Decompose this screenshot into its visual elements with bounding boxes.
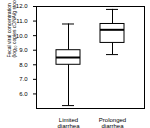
- svg-text:10.0: 10.0: [16, 33, 28, 39]
- svg-text:8.0: 8.0: [19, 62, 28, 68]
- svg-text:6.0: 6.0: [19, 91, 28, 97]
- svg-text:Prolongeddiarrhea: Prolongeddiarrhea: [99, 117, 126, 128]
- svg-text:9.0: 9.0: [19, 47, 28, 53]
- svg-text:12.0: 12.0: [16, 3, 28, 9]
- svg-text:11.0: 11.0: [16, 18, 28, 24]
- svg-text:Fecal viral concentration(log₁: Fecal viral concentration(log₁₀ copies c…: [6, 0, 17, 58]
- svg-text:7.0: 7.0: [19, 76, 28, 82]
- svg-text:Limiteddiarrhea: Limiteddiarrhea: [57, 117, 80, 128]
